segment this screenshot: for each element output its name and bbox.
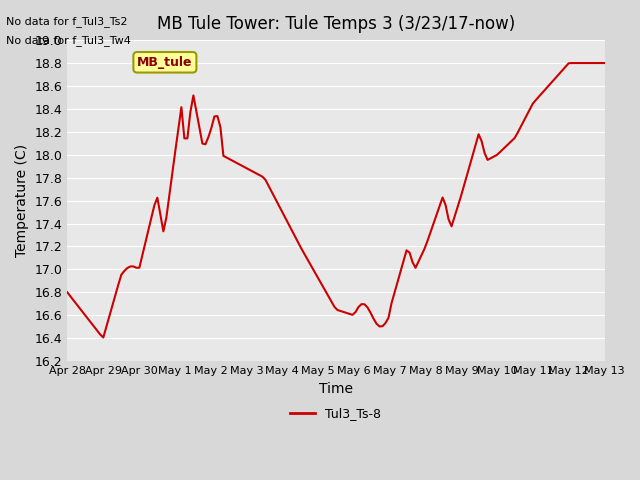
Text: No data for f_Tul3_Tw4: No data for f_Tul3_Tw4 — [6, 35, 131, 46]
Text: No data for f_Tul3_Ts2: No data for f_Tul3_Ts2 — [6, 16, 128, 27]
Title: MB Tule Tower: Tule Temps 3 (3/23/17-now): MB Tule Tower: Tule Temps 3 (3/23/17-now… — [157, 15, 515, 33]
Y-axis label: Temperature (C): Temperature (C) — [15, 144, 29, 257]
Text: MB_tule: MB_tule — [137, 56, 193, 69]
Legend: Tul3_Ts-8: Tul3_Ts-8 — [285, 403, 387, 425]
X-axis label: Time: Time — [319, 382, 353, 396]
